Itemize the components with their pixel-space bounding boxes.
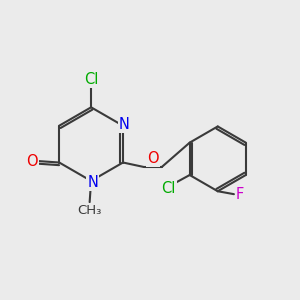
Text: O: O [26, 154, 38, 169]
Text: Cl: Cl [84, 72, 98, 87]
Text: F: F [236, 187, 244, 202]
Text: CH₃: CH₃ [77, 204, 102, 217]
Text: Cl: Cl [161, 181, 176, 196]
Text: N: N [119, 117, 130, 132]
Text: N: N [87, 175, 98, 190]
Text: O: O [147, 151, 158, 166]
